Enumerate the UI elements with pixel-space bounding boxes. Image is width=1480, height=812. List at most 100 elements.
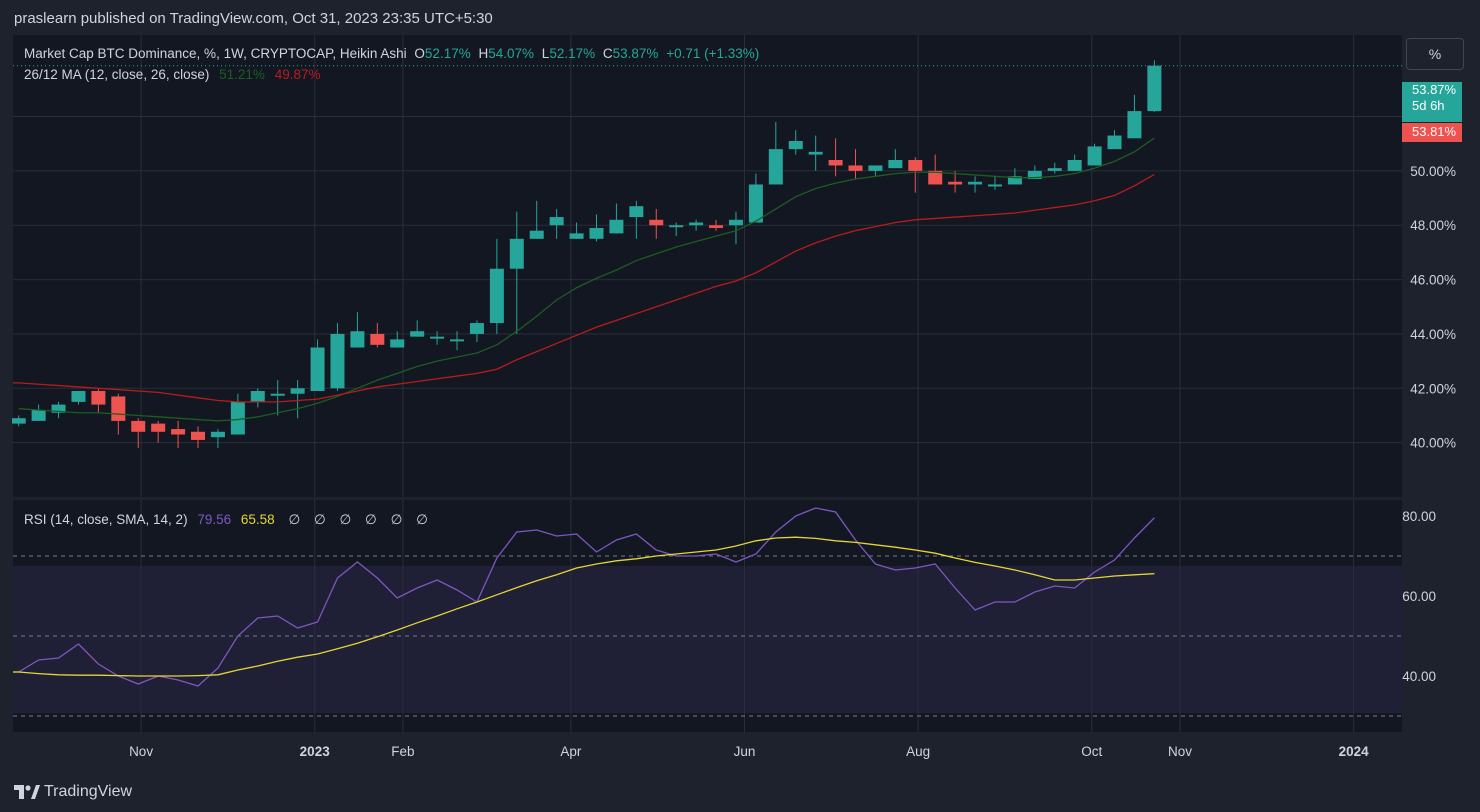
candle — [12, 415, 26, 427]
candle-body — [250, 391, 265, 402]
candle — [430, 331, 445, 345]
candle — [1147, 60, 1162, 112]
published-text: praslearn published on TradingView.com, … — [14, 10, 493, 27]
candle-body — [728, 219, 743, 226]
candle-body — [1087, 146, 1102, 166]
rsi-empty-1: ∅ — [313, 512, 326, 527]
candle — [928, 154, 943, 185]
candle — [748, 173, 763, 223]
time-tick-label: Nov — [1168, 744, 1192, 759]
rsi-axis[interactable]: 40.00 60.00 80.00 — [1402, 509, 1436, 684]
ma-fast-value: 51.21% — [219, 67, 265, 82]
candle-body — [748, 184, 763, 223]
tradingview-logo[interactable]: TradingView — [14, 783, 132, 801]
time-tick-label: Jun — [734, 744, 756, 759]
candle — [689, 219, 704, 231]
published-header: praslearn published on TradingView.com, … — [0, 0, 1480, 34]
candle-body — [509, 238, 524, 269]
candle-body — [469, 323, 484, 334]
candle-body — [230, 401, 245, 435]
candle — [1087, 143, 1102, 166]
ma-price-tag: 53.81% — [1402, 123, 1462, 142]
chart-area[interactable]: 40.00%42.00%44.00%46.00%48.00%50.00%52.0… — [12, 34, 1466, 770]
candle-body — [31, 410, 46, 421]
price-pane[interactable] — [13, 35, 1402, 497]
candle-body — [828, 160, 843, 166]
rsi-empty-2: ∅ — [339, 512, 352, 527]
candle — [1047, 162, 1062, 174]
candle — [390, 331, 405, 348]
candle — [330, 323, 345, 392]
percent-scale-button[interactable]: % — [1406, 38, 1464, 70]
candle — [1027, 165, 1042, 180]
candle — [968, 176, 983, 193]
candle-body — [868, 165, 883, 171]
candle-body — [788, 140, 803, 150]
bar-countdown: 5d 6h — [1412, 98, 1445, 113]
candle — [788, 130, 803, 155]
ohlc-close-label: C — [602, 46, 613, 61]
time-tick-label: Aug — [906, 744, 930, 759]
rsi-empty-0: ∅ — [288, 512, 301, 527]
candle-body — [370, 333, 385, 345]
rsi-line — [13, 507, 1155, 687]
candle — [270, 380, 285, 416]
candle — [669, 222, 684, 237]
price-tick-label: 44.00% — [1410, 327, 1456, 342]
rsi-tick-label: 40.00 — [1402, 669, 1436, 684]
candle-body — [689, 222, 704, 226]
time-tick-label: Feb — [391, 744, 414, 759]
candle-body — [111, 396, 126, 421]
candle-body — [1107, 135, 1122, 150]
price-tick-label: 40.00% — [1410, 436, 1456, 451]
candle-body — [1007, 176, 1022, 185]
tradingview-logo-icon — [14, 785, 40, 799]
last-price-tag: 53.87% 5d 6h — [1402, 82, 1462, 122]
candle — [728, 211, 743, 245]
candle-body — [450, 339, 465, 342]
rsi-lines — [13, 507, 1155, 687]
grid-lines — [13, 35, 1402, 732]
candle-body — [669, 225, 684, 228]
rsi-pane[interactable] — [13, 500, 1402, 732]
candle — [310, 339, 325, 392]
candle — [868, 165, 883, 177]
candle — [948, 170, 963, 193]
candle-body — [808, 151, 823, 155]
candle — [131, 418, 146, 449]
ohlc-change: +0.71 (+1.33%) — [666, 46, 760, 61]
candle-body — [629, 206, 644, 218]
candle — [1007, 168, 1022, 185]
time-tick-label: 2024 — [1339, 744, 1370, 759]
candle-body — [649, 219, 664, 226]
moving-averages — [13, 137, 1155, 422]
price-tick-label: 46.00% — [1410, 273, 1456, 288]
candle-body — [848, 165, 863, 171]
candle-body — [1067, 160, 1082, 171]
ma-legend: 26/12 MA (12, close, 26, close) 51.21% 4… — [24, 67, 320, 82]
rsi-tick-label: 80.00 — [1402, 509, 1436, 524]
rsi-ma-line — [13, 536, 1155, 677]
ma-slow-value: 49.87% — [274, 67, 321, 82]
candle-body — [191, 431, 206, 440]
candle — [230, 393, 245, 435]
price-tick-label: 50.00% — [1410, 164, 1456, 179]
time-axis[interactable]: Nov 2023 Feb Apr Jun Aug Oct Nov 2024 — [129, 744, 1369, 759]
candle — [808, 135, 823, 171]
candle-body — [210, 431, 225, 438]
candle-body — [430, 336, 445, 339]
candle-body — [290, 388, 305, 394]
candle — [768, 121, 783, 185]
candle-body — [330, 333, 345, 389]
rsi-legend: RSI (14, close, SMA, 14, 2) 79.56 65.58 … — [24, 512, 428, 528]
candle — [450, 331, 465, 351]
candle — [888, 149, 903, 169]
rsi-empty-4: ∅ — [390, 512, 403, 527]
price-axis[interactable]: 40.00%42.00%44.00%46.00%48.00%50.00%52.0… — [1410, 110, 1456, 451]
time-tick-label: Apr — [560, 744, 582, 759]
candle-body — [589, 227, 604, 239]
rsi-tick-label: 60.00 — [1402, 589, 1436, 604]
candle-body — [151, 423, 166, 432]
candle — [629, 200, 644, 239]
candle — [848, 149, 863, 180]
